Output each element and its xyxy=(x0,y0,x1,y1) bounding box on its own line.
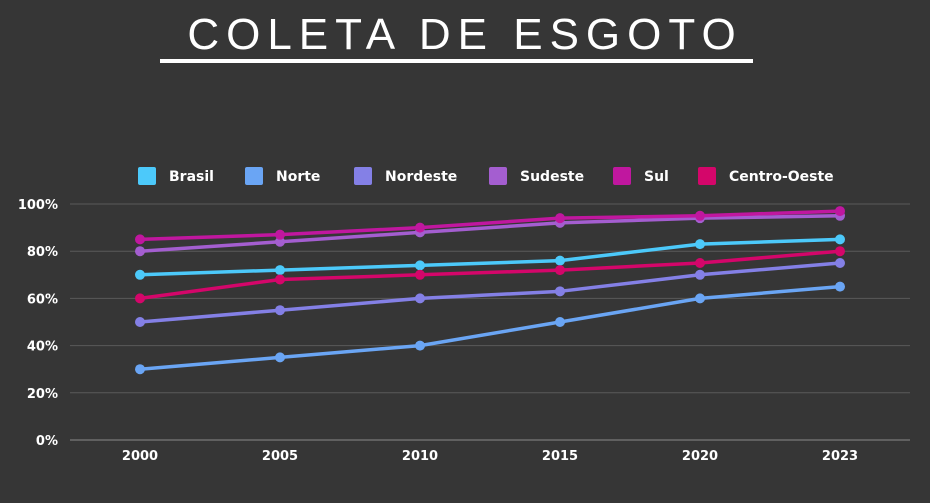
data-point xyxy=(415,293,425,304)
x-tick-label: 2015 xyxy=(542,449,578,464)
data-point xyxy=(835,206,845,217)
data-point xyxy=(555,265,565,276)
data-point xyxy=(835,258,845,268)
series-line xyxy=(138,261,842,324)
gridlines xyxy=(70,203,910,441)
data-point xyxy=(555,255,565,266)
data-point xyxy=(695,210,705,221)
x-tick-label: 2010 xyxy=(402,449,438,464)
data-point xyxy=(695,269,705,280)
data-point xyxy=(275,229,285,240)
x-tick-label: 2020 xyxy=(682,449,718,464)
data-point xyxy=(835,234,845,245)
legend-swatch xyxy=(698,167,716,185)
data-point xyxy=(275,265,285,276)
data-point xyxy=(415,222,425,233)
data-point xyxy=(415,260,425,271)
data-point xyxy=(555,286,565,297)
legend-label: Norte xyxy=(276,169,320,185)
data-point xyxy=(135,293,145,304)
data-point xyxy=(695,239,705,250)
x-tick-label: 2005 xyxy=(262,449,298,464)
data-point xyxy=(135,269,145,280)
legend-swatch xyxy=(489,167,507,185)
series-lines xyxy=(138,209,842,371)
legend-label: Centro-Oeste xyxy=(729,169,834,185)
y-tick-label: 0% xyxy=(36,434,58,449)
series-line xyxy=(138,214,842,253)
data-point xyxy=(135,234,145,245)
series-line xyxy=(138,284,842,371)
data-point xyxy=(275,236,285,247)
legend-label: Sudeste xyxy=(520,169,584,185)
legend-label: Sul xyxy=(644,169,669,185)
legend-label: Nordeste xyxy=(385,169,457,185)
chart-title: COLETA DE ESGOTO xyxy=(187,10,743,59)
y-axis-ticks: 0% 20% 40% 60% 80% 100% xyxy=(18,198,58,449)
data-point xyxy=(415,340,425,351)
y-tick-label: 80% xyxy=(27,245,58,260)
data-point xyxy=(555,317,565,327)
data-point xyxy=(555,213,565,224)
data-point xyxy=(275,305,285,316)
data-point xyxy=(835,246,845,257)
data-point xyxy=(415,269,425,280)
title-underline xyxy=(160,59,753,63)
data-point xyxy=(135,246,145,257)
data-point xyxy=(835,281,845,292)
series-line xyxy=(138,209,842,242)
y-tick-label: 100% xyxy=(18,198,58,213)
legend-swatch xyxy=(138,167,156,185)
legend-label: Brasil xyxy=(169,169,214,185)
data-point xyxy=(275,274,285,285)
legend-swatch xyxy=(613,167,631,185)
y-tick-label: 40% xyxy=(27,340,58,355)
x-axis-ticks: 2000 2005 2010 2015 2020 2023 xyxy=(122,449,858,464)
series-line xyxy=(138,237,842,277)
series-line xyxy=(138,249,842,301)
series-points xyxy=(135,206,845,375)
data-point xyxy=(695,293,705,304)
x-tick-label: 2023 xyxy=(822,449,858,464)
legend-swatch xyxy=(245,167,263,185)
data-point xyxy=(135,317,145,327)
data-point xyxy=(135,364,145,375)
x-tick-label: 2000 xyxy=(122,449,158,464)
data-point xyxy=(275,352,285,363)
legend: Brasil Norte Nordeste Sudeste Sul Centro-Oest… xyxy=(138,167,834,185)
data-point xyxy=(695,258,705,268)
y-tick-label: 20% xyxy=(27,387,58,402)
legend-swatch xyxy=(354,167,372,185)
y-tick-label: 60% xyxy=(27,292,58,307)
